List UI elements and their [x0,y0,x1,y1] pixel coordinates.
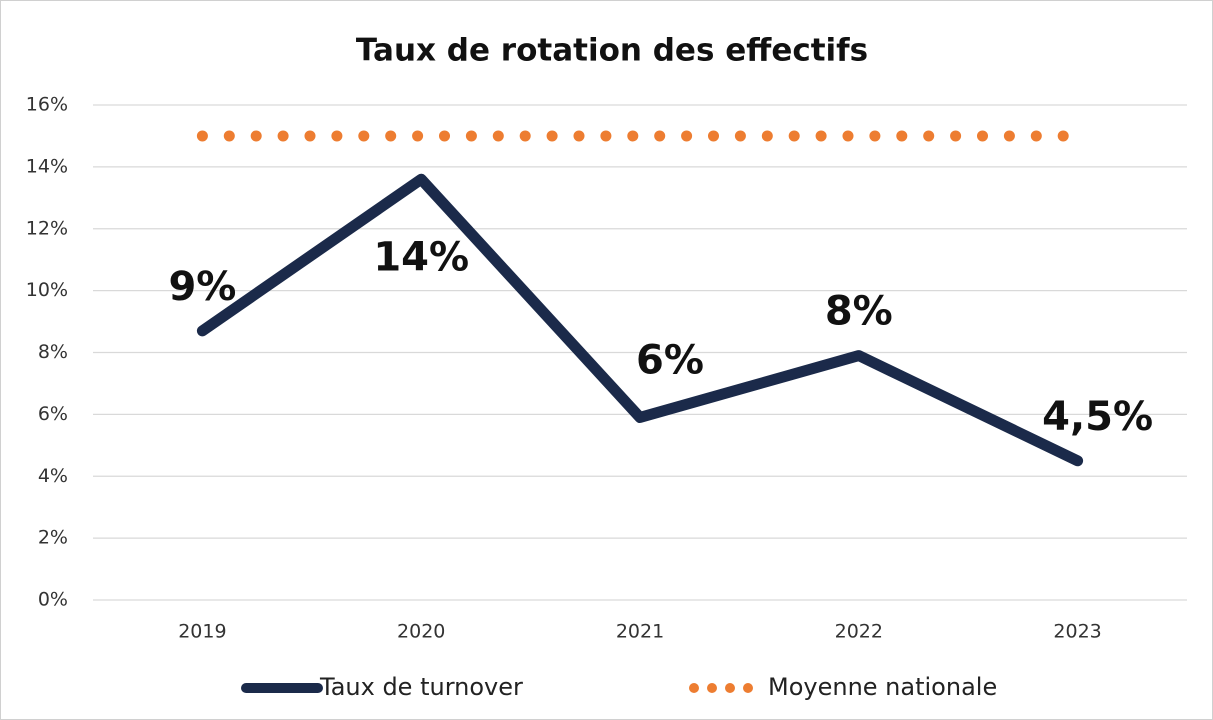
x-tick-label: 2019 [178,621,226,643]
y-tick-label: 12% [26,217,68,239]
data-label: 14% [373,234,469,280]
data-label: 4,5% [1042,394,1153,440]
data-label: 8% [825,289,893,335]
y-tick-label: 2% [38,527,68,549]
data-label: 9% [168,264,236,310]
x-tick-label: 2023 [1053,621,1101,643]
y-tick-label: 0% [38,589,68,611]
chart-title: Taux de rotation des effectifs [356,33,868,69]
legend-label: Moyenne nationale [768,673,997,701]
y-tick-label: 16% [26,94,68,116]
x-tick-label: 2020 [397,621,445,643]
y-tick-label: 14% [26,155,68,177]
series-line [196,173,1084,467]
x-tick-label: 2022 [835,621,883,643]
y-tick-label: 4% [38,465,68,487]
y-tick-label: 6% [38,403,68,425]
x-tick-label: 2021 [616,621,664,643]
y-tick-label: 8% [38,341,68,363]
legend-label: Taux de turnover [319,673,523,701]
y-tick-label: 10% [26,279,68,301]
data-label: 6% [636,337,704,383]
